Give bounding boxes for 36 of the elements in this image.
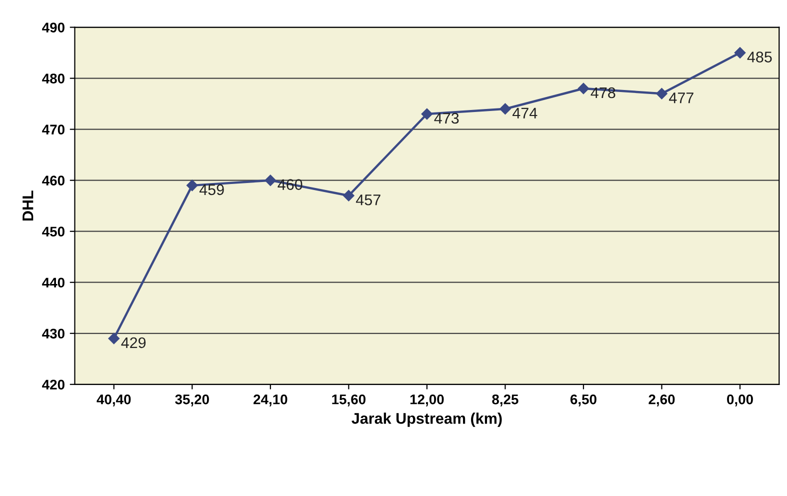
point (343, 190, 354, 202)
point (186, 180, 198, 192)
data-label: 474 (512, 108, 538, 118)
x-tick-label: 0,00 (727, 394, 753, 406)
point (734, 47, 746, 58)
point (500, 103, 511, 115)
x-tick-label: 6,50 (570, 394, 596, 406)
data-label: 429 (121, 337, 146, 348)
x-tick-label: 40,40 (96, 394, 131, 406)
y-tick-label: 420 (42, 380, 64, 390)
x-tick-label: 35,20 (175, 394, 209, 406)
data-label: 459 (199, 184, 224, 196)
y-tick-label: 490 (42, 22, 64, 32)
data-label: 478 (590, 87, 616, 98)
x-tick-label: 2,60 (648, 394, 675, 406)
x-tick-label: 8,25 (492, 394, 518, 406)
y-tick-label: 450 (42, 226, 64, 237)
x-tick-label: 15,60 (332, 394, 366, 406)
data-label: 457 (356, 194, 380, 206)
data-label: 485 (747, 52, 772, 62)
y-tick-label: 470 (42, 124, 64, 134)
x-tick-label: 24,10 (254, 394, 288, 406)
x-axis-title: Jarak Upstream (km) (352, 412, 502, 427)
x-tick-label: 12,00 (410, 394, 444, 406)
point (578, 82, 590, 94)
y-axis-title: DHL (22, 190, 34, 221)
point (264, 174, 276, 186)
y-tick-label: 440 (42, 278, 64, 288)
y-tick-label: 460 (42, 176, 64, 186)
y-tick-label: 480 (42, 74, 64, 84)
point (656, 88, 668, 100)
point (108, 332, 120, 344)
data-label: 473 (434, 112, 459, 124)
y-tick-label: 430 (42, 328, 64, 339)
point (421, 108, 433, 120)
data-label: 477 (669, 92, 694, 104)
